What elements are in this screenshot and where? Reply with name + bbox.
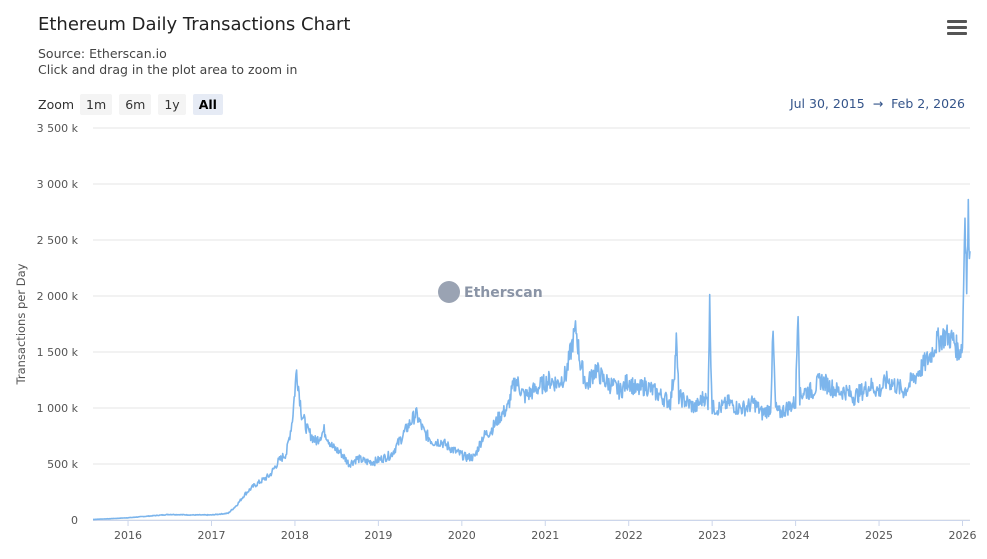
watermark-text: Etherscan	[464, 285, 543, 301]
x-tick-label: 2019	[364, 529, 392, 542]
y-tick-label: 500 k	[47, 458, 78, 471]
x-tick-label: 2020	[448, 529, 476, 542]
zoom-controls: Zoom 1m 6m 1y All	[38, 94, 230, 115]
x-tick-label: 2025	[865, 529, 893, 542]
range-arrow: →	[872, 96, 884, 111]
x-tick-label: 2018	[281, 529, 309, 542]
x-tick-label: 2023	[698, 529, 726, 542]
y-tick-label: 1 000 k	[37, 402, 79, 415]
y-tick-label: 3 500 k	[37, 122, 79, 135]
range-to-input[interactable]: Feb 2, 2026	[891, 96, 965, 111]
series-line	[92, 198, 971, 521]
y-tick-label: 3 000 k	[37, 178, 79, 191]
zoom-1m-button[interactable]: 1m	[80, 94, 113, 115]
chart-subtitle: Source: Etherscan.io Click and drag in t…	[38, 46, 297, 78]
page-title: Ethereum Daily Transactions Chart	[38, 14, 351, 35]
zoom-all-button[interactable]: All	[192, 94, 223, 115]
date-range: Jul 30, 2015 → Feb 2, 2026	[790, 96, 965, 111]
x-tick-label: 2024	[782, 529, 810, 542]
x-tick-label: 2016	[114, 529, 142, 542]
zoom-6m-button[interactable]: 6m	[119, 94, 152, 115]
y-tick-label: 0	[71, 514, 78, 527]
x-tick-label: 2017	[197, 529, 225, 542]
y-tick-label: 2 500 k	[37, 234, 79, 247]
hamburger-menu-icon[interactable]	[947, 20, 967, 38]
etherscan-logo-icon	[438, 281, 460, 303]
y-tick-label: 1 500 k	[37, 346, 79, 359]
zoom-hint-text: Click and drag in the plot area to zoom …	[38, 62, 298, 77]
y-axis-title: Transactions per Day	[14, 263, 28, 385]
x-tick-label: 2022	[615, 529, 643, 542]
range-from-input[interactable]: Jul 30, 2015	[789, 96, 865, 111]
x-tick-label: 2021	[531, 529, 559, 542]
x-tick-label: 2026	[948, 529, 976, 542]
source-text: Source: Etherscan.io	[38, 46, 167, 61]
y-tick-label: 2 000 k	[37, 290, 79, 303]
zoom-1y-button[interactable]: 1y	[158, 94, 186, 115]
zoom-label: Zoom	[38, 97, 75, 112]
